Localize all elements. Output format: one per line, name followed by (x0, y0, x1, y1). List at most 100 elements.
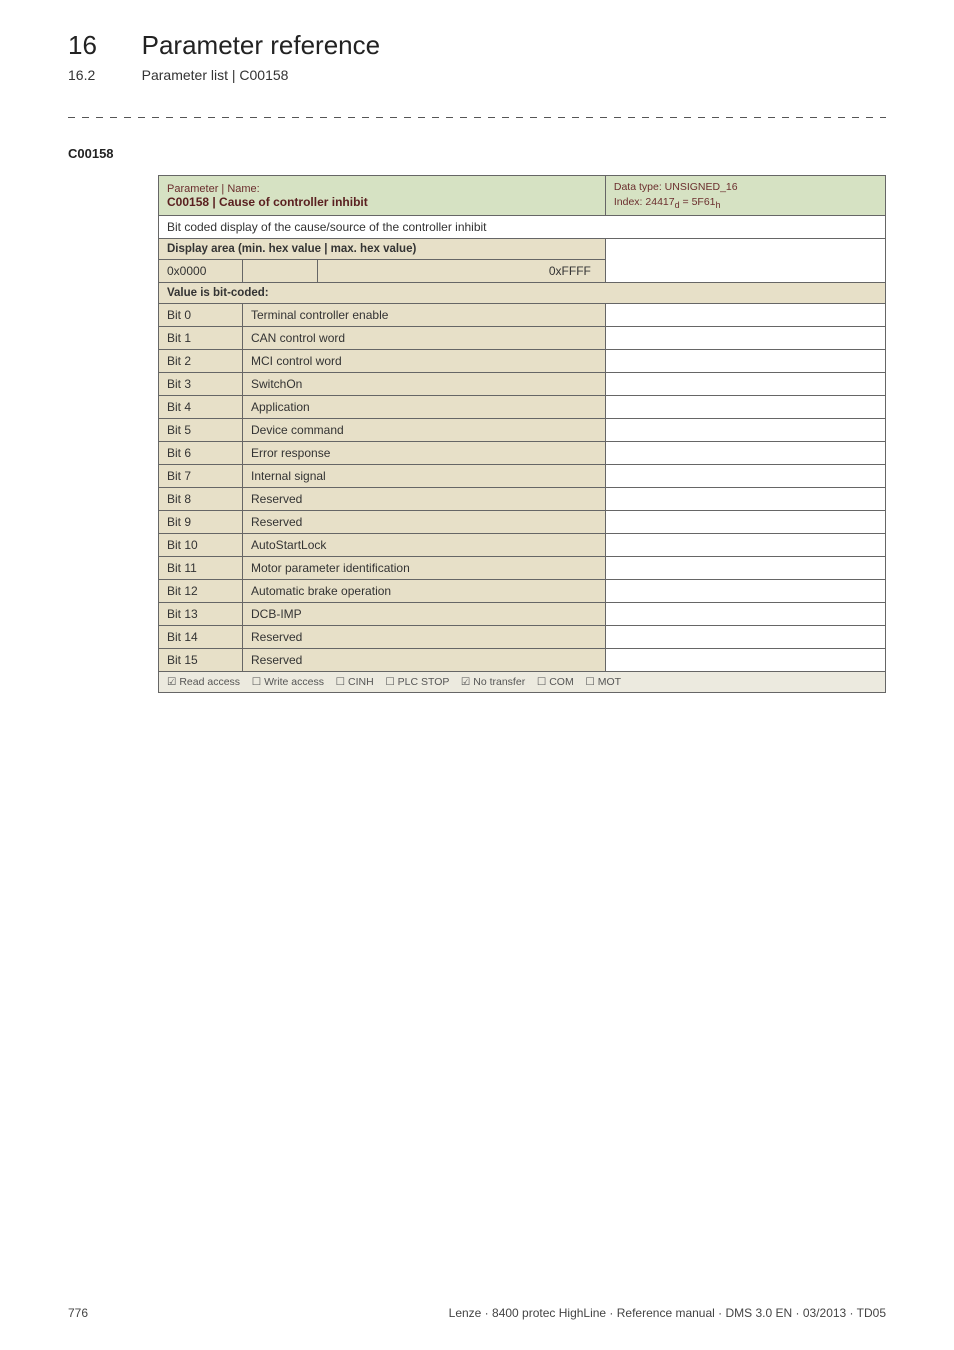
display-area-blank (605, 239, 885, 283)
bit-blank (605, 511, 885, 534)
access-label: No transfer (473, 676, 525, 688)
access-mot: ☐ MOT (585, 676, 621, 688)
bit-label: Bit 14 (159, 626, 243, 649)
bit-label: Bit 6 (159, 442, 243, 465)
checkbox-icon: ☐ (537, 676, 546, 688)
bit-value: Automatic brake operation (243, 580, 606, 603)
table-row: Bit 14Reserved (159, 626, 886, 649)
table-row: Bit 11Motor parameter identification (159, 557, 886, 580)
access-notransfer: ☑ No transfer (461, 676, 525, 688)
table-row: Bit 7Internal signal (159, 465, 886, 488)
index-sub2: h (716, 200, 721, 210)
bit-label: Bit 7 (159, 465, 243, 488)
description-cell: Bit coded display of the cause/source of… (159, 216, 886, 239)
description-row: Bit coded display of the cause/source of… (159, 216, 886, 239)
checkbox-icon: ☑ (461, 676, 470, 688)
checkbox-icon: ☐ (385, 676, 394, 688)
section-heading: 16.2 Parameter list | C00158 (68, 67, 886, 83)
section-number: 16.2 (68, 67, 138, 83)
bit-blank (605, 626, 885, 649)
table-header-row: Parameter | Name: C00158 | Cause of cont… (159, 176, 886, 216)
bit-value: AutoStartLock (243, 534, 606, 557)
bit-label: Bit 11 (159, 557, 243, 580)
bit-blank (605, 488, 885, 511)
bit-value: MCI control word (243, 350, 606, 373)
bit-label: Bit 8 (159, 488, 243, 511)
bit-blank (605, 442, 885, 465)
table-row: Bit 6Error response (159, 442, 886, 465)
access-row: ☑ Read access ☐ Write access ☐ CINH ☐ PL… (159, 672, 886, 693)
bit-blank (605, 603, 885, 626)
chapter-heading: 16 Parameter reference (68, 30, 886, 61)
access-label: PLC STOP (398, 676, 450, 688)
bit-label: Bit 3 (159, 373, 243, 396)
footer-text: Lenze · 8400 protec HighLine · Reference… (449, 1306, 886, 1320)
bit-blank (605, 557, 885, 580)
bit-blank (605, 580, 885, 603)
page-number: 776 (68, 1306, 88, 1320)
bit-label: Bit 13 (159, 603, 243, 626)
bit-value: Application (243, 396, 606, 419)
bit-label: Bit 5 (159, 419, 243, 442)
bit-value: SwitchOn (243, 373, 606, 396)
display-area-label: Display area (min. hex value | max. hex … (159, 239, 606, 260)
table-row: Bit 3SwitchOn (159, 373, 886, 396)
page-footer: 776 Lenze · 8400 protec HighLine · Refer… (68, 1306, 886, 1320)
table-row: Bit 5Device command (159, 419, 886, 442)
table-row: Bit 1CAN control word (159, 327, 886, 350)
parameter-table: Parameter | Name: C00158 | Cause of cont… (158, 175, 886, 693)
bit-label: Bit 2 (159, 350, 243, 373)
parameter-name-cell: Parameter | Name: C00158 | Cause of cont… (159, 176, 606, 216)
checkbox-icon: ☐ (585, 676, 594, 688)
chapter-title: Parameter reference (142, 30, 380, 60)
bit-value: Reserved (243, 649, 606, 672)
hex-min: 0x0000 (159, 260, 243, 283)
parameter-name: C00158 | Cause of controller inhibit (167, 195, 368, 209)
bit-value: Error response (243, 442, 606, 465)
bit-blank (605, 649, 885, 672)
table-row: Bit 15Reserved (159, 649, 886, 672)
access-label: CINH (348, 676, 374, 688)
parameter-meta-cell: Data type: UNSIGNED_16 Index: 24417d = 5… (605, 176, 885, 216)
parameter-name-label: Parameter | Name: (167, 183, 260, 195)
bit-value: Motor parameter identification (243, 557, 606, 580)
parameter-index: Index: 24417d = 5F61h (614, 196, 721, 208)
value-coded-label: Value is bit-coded: (159, 283, 886, 304)
bit-label: Bit 9 (159, 511, 243, 534)
access-write: ☐ Write access (252, 676, 324, 688)
table-row: Bit 8Reserved (159, 488, 886, 511)
bit-blank (605, 350, 885, 373)
bit-value: Internal signal (243, 465, 606, 488)
bit-value: Reserved (243, 626, 606, 649)
access-label: Read access (179, 676, 240, 688)
parameter-datatype: Data type: UNSIGNED_16 (614, 181, 738, 193)
bit-value: Device command (243, 419, 606, 442)
table-row: Bit 2MCI control word (159, 350, 886, 373)
bit-label: Bit 15 (159, 649, 243, 672)
checkbox-icon: ☑ (167, 676, 176, 688)
bit-blank (605, 465, 885, 488)
table-row: Bit 4Application (159, 396, 886, 419)
divider (68, 117, 886, 118)
checkbox-icon: ☐ (252, 676, 261, 688)
checkbox-icon: ☐ (336, 676, 345, 688)
bit-label: Bit 4 (159, 396, 243, 419)
bit-blank (605, 419, 885, 442)
access-com: ☐ COM (537, 676, 574, 688)
bit-blank (605, 396, 885, 419)
bit-blank (605, 304, 885, 327)
index-prefix: Index: 24417 (614, 196, 675, 208)
bit-blank (605, 534, 885, 557)
access-label: Write access (264, 676, 324, 688)
access-label: COM (549, 676, 574, 688)
bit-blank (605, 327, 885, 350)
bit-label: Bit 1 (159, 327, 243, 350)
access-cell: ☑ Read access ☐ Write access ☐ CINH ☐ PL… (159, 672, 886, 693)
table-row: Bit 9Reserved (159, 511, 886, 534)
index-mid: = 5F61 (680, 196, 716, 208)
bit-value: Reserved (243, 511, 606, 534)
section-title: Parameter list | C00158 (142, 67, 289, 83)
bit-blank (605, 373, 885, 396)
table-row: Bit 10AutoStartLock (159, 534, 886, 557)
bit-value: CAN control word (243, 327, 606, 350)
